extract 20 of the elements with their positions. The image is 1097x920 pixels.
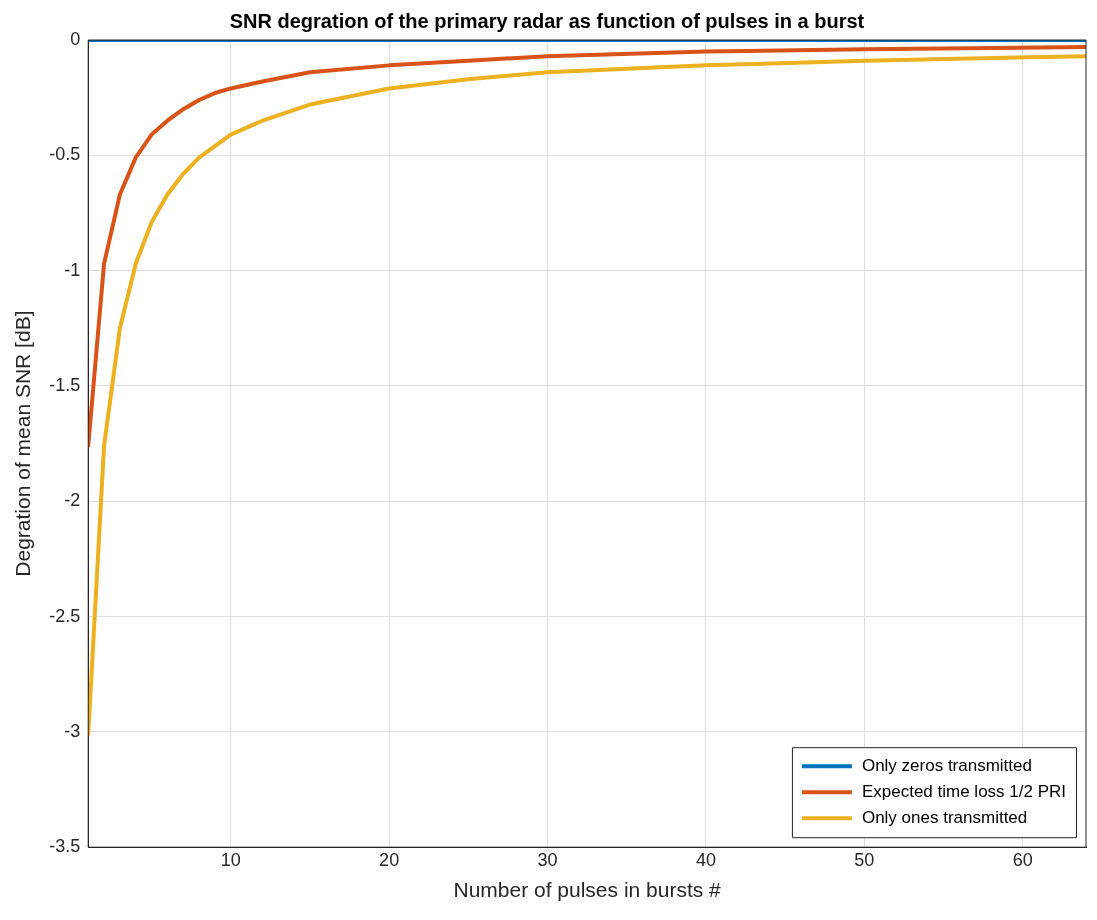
y-tick-label: -1 [64,259,81,280]
x-tick-label: 40 [695,849,716,870]
y-tick-label: -3 [64,720,81,741]
x-tick-label: 60 [1012,849,1033,870]
y-tick-label: -0.5 [49,144,81,165]
legend-label: Only zeros transmitted [861,755,1032,775]
x-tick-label: 10 [220,849,241,870]
y-tick-label: -2 [64,490,81,511]
y-axis-title: Degration of mean SNR [dB] [11,310,35,577]
x-tick-label: 50 [854,849,875,870]
y-tick-label: 0 [70,28,81,49]
y-tick-label: -2.5 [49,605,81,626]
y-tick-label: -3.5 [49,836,81,857]
x-tick-label: 30 [537,849,558,870]
chart-title: SNR degration of the primary radar as function of pulses in a burst [229,9,865,32]
legend-label: Only ones transmitted [861,807,1028,827]
x-axis-title: Number of pulses in bursts # [453,878,722,902]
legend-label: Expected time loss 1/2 PRI [861,781,1066,801]
y-tick-label: -1.5 [49,374,81,395]
x-tick-label: 20 [379,849,400,870]
